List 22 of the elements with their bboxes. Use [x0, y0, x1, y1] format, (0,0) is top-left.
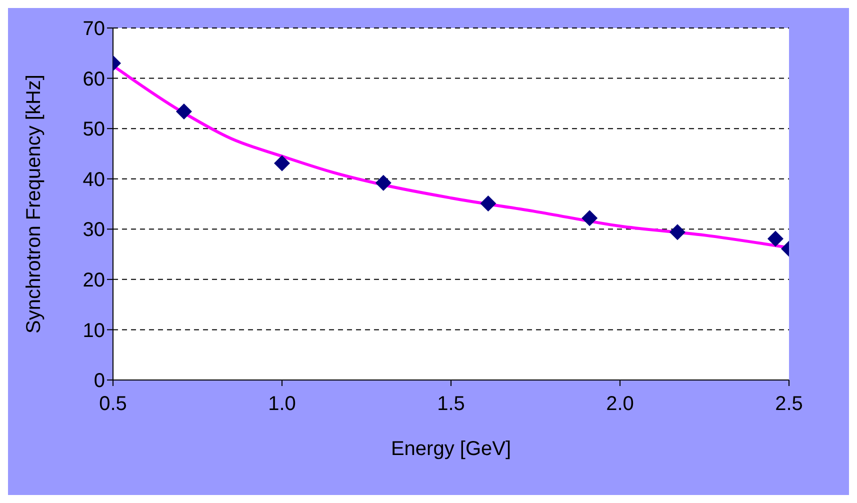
point	[582, 210, 598, 226]
y-tick-label: 50	[82, 118, 105, 141]
y-tick-label: 30	[82, 219, 105, 242]
point	[480, 195, 496, 212]
point	[767, 230, 784, 247]
y-tick-label: 40	[82, 168, 105, 191]
y-tick-label: 20	[82, 270, 105, 292]
x-tick-label: 2.5	[775, 393, 803, 416]
y-tick-label: 0	[94, 370, 105, 392]
x-tick-label: 1.5	[437, 393, 465, 416]
x-tick-label: 0.5	[99, 393, 127, 416]
point	[669, 224, 686, 240]
y-tick-label: 60	[82, 68, 105, 90]
x-axis-title: Energy [GeV]	[390, 438, 512, 460]
point	[375, 174, 392, 191]
x-tick-label: 1.0	[268, 393, 296, 416]
y-axis-title: Synchrotron Frequency [kHz]	[23, 74, 46, 334]
point	[274, 155, 290, 172]
x-tick-label: 2.0	[606, 393, 634, 416]
y-tick-label: 10	[82, 320, 105, 342]
point	[176, 103, 192, 120]
y-tick-label: 70	[82, 18, 105, 40]
